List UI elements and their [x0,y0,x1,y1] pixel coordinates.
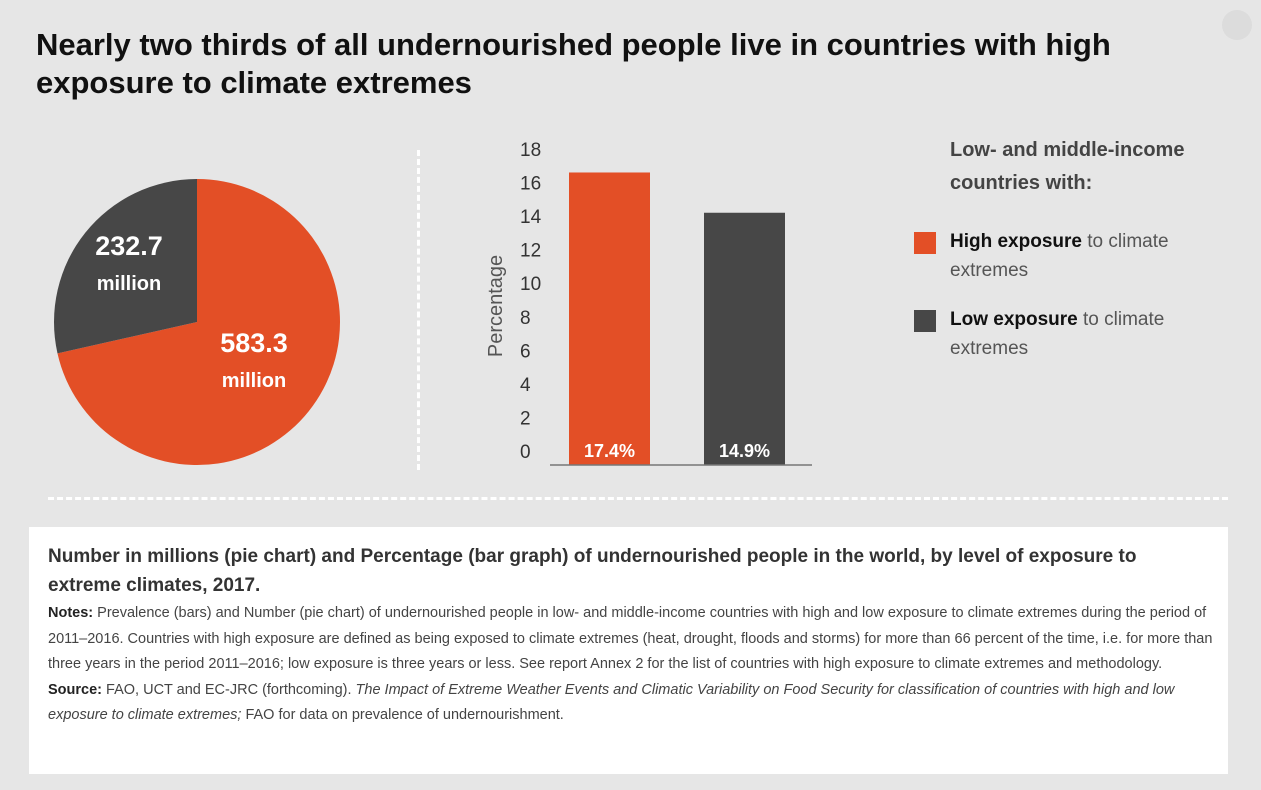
pie-high-value-label: 583.3 [220,328,288,358]
bar-data-label-high: 17.4% [584,441,635,461]
source-end: FAO for data on prevalence of undernouri… [241,707,564,723]
source-label: Source: [48,681,102,698]
y-tick-label: 6 [520,341,531,362]
legend-heading: Low- and middle-income countries with: [950,139,1185,194]
caption-title: Number in millions (pie chart) and Perce… [48,546,1137,596]
y-tick-label: 4 [520,375,531,396]
source-title: The Impact of Extreme Weather Events and… [48,681,1175,724]
pie-low-unit-label: million [97,273,161,295]
caption-box: Number in millions (pie chart) and Perce… [29,527,1228,774]
notes-text: Prevalence (bars) and Number (pie chart)… [48,605,1213,672]
legend-swatch-low [914,310,936,332]
legend-bold-low: Low exposure [950,309,1078,330]
y-tick-label: 8 [520,308,531,329]
legend-rest-high: to climate extremes [950,231,1169,281]
y-tick-label: 18 [520,140,541,161]
legend-text-low: Low exposure to climate extremes [950,305,1210,363]
pie-chart: 232.7 million 583.3 million [53,179,340,465]
pie-slice-high [57,179,340,465]
pie-low-value-label: 232.7 [95,231,163,261]
bar-low-exposure [704,212,785,465]
source-text: FAO, UCT and EC-JRC (forthcoming). [102,681,356,698]
y-tick-label: 12 [520,241,541,262]
vertical-divider [417,150,420,470]
legend-bold-high: High exposure [950,231,1082,252]
y-tick-label: 0 [520,442,531,463]
caption-notes: Notes: Prevalence (bars) and Number (pie… [48,601,1213,729]
pie-slice-low [53,179,198,354]
notes-label: Notes: [48,605,94,621]
y-axis-label: Percentage [485,255,507,357]
y-tick-label: 14 [520,207,542,228]
y-tick-label: 2 [520,408,531,429]
bar-data-label-low: 14.9% [719,441,770,461]
legend-rest-low: to climate extremes [950,309,1165,359]
pie-high-unit-label: million [222,370,286,392]
chart-title: Nearly two thirds of all undernourished … [36,27,1111,100]
legend-text-high: High exposure to climate extremes [950,227,1210,285]
legend-swatch-high [914,232,936,254]
y-tick-label: 10 [520,274,541,295]
horizontal-divider [48,497,1228,500]
y-tick-label: 16 [520,174,541,195]
corner-dot [1222,10,1252,40]
bar-high-exposure [569,172,650,465]
bar-chart: 0 2 4 6 8 10 12 14 16 18 17.4% 14.9% Percentage [485,140,812,466]
